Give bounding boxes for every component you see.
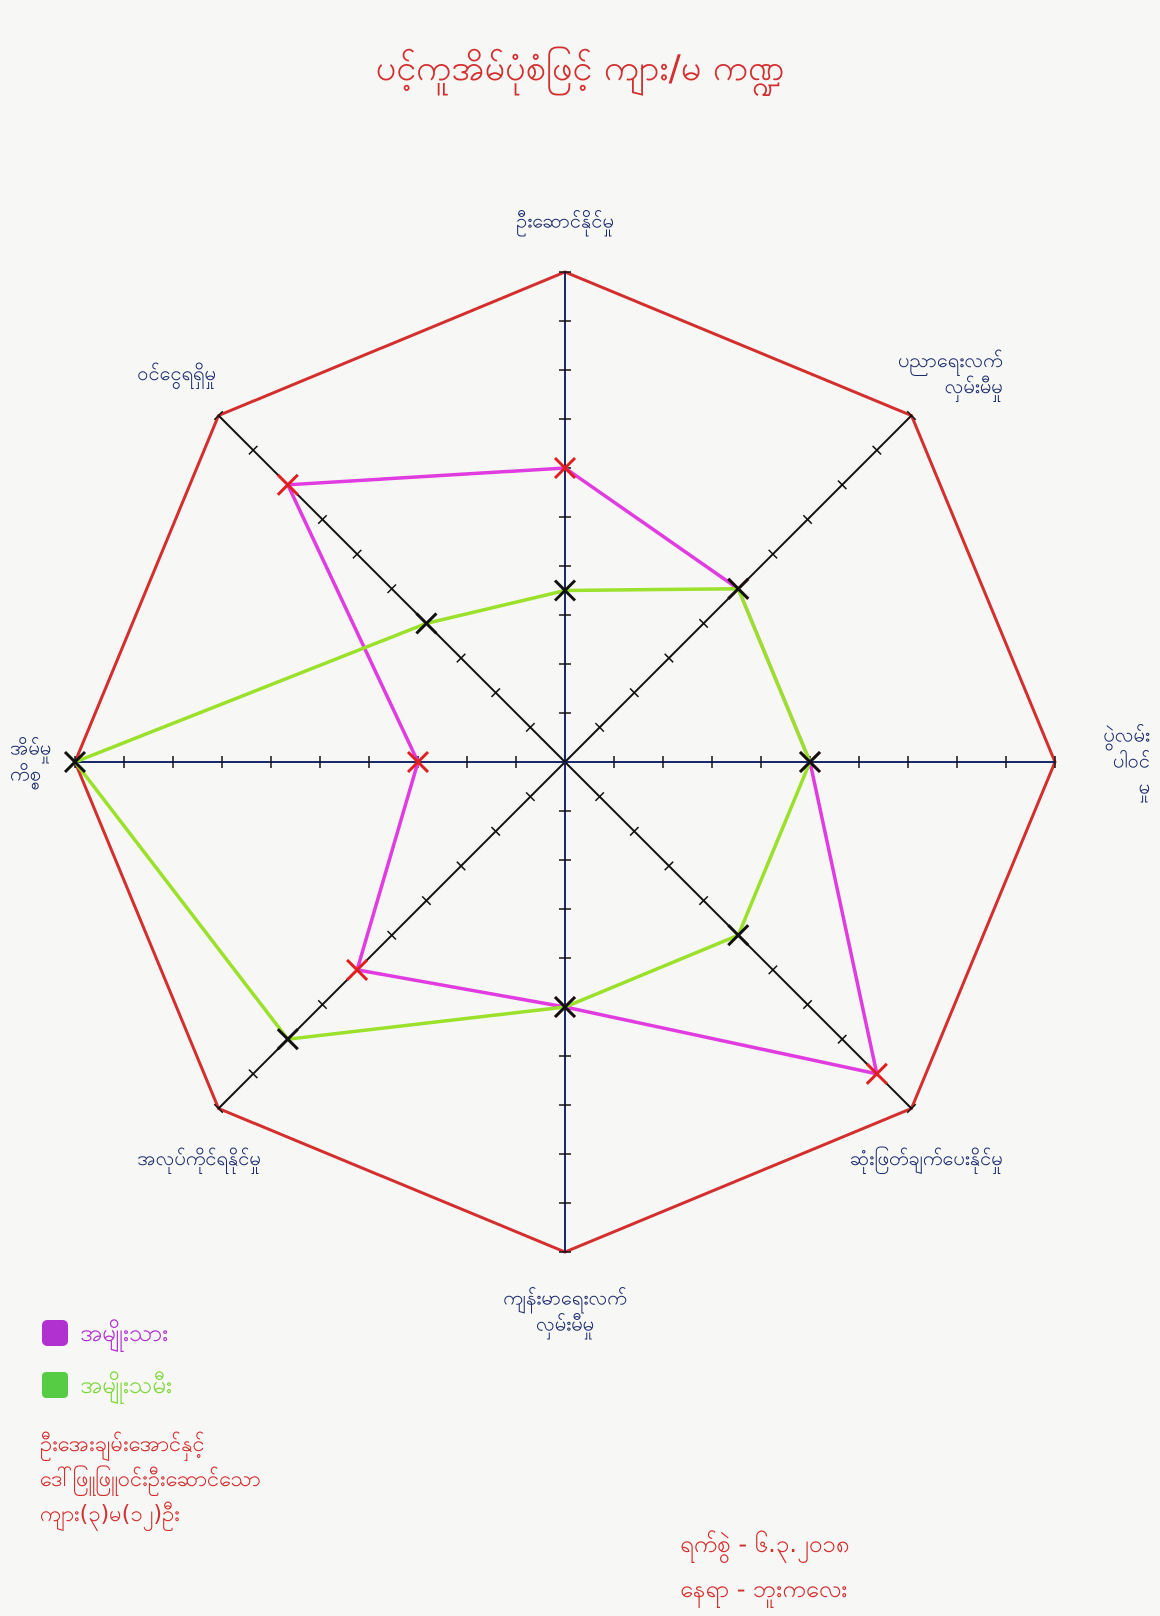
tick-mark bbox=[698, 618, 709, 629]
point-cross bbox=[865, 1062, 888, 1085]
tick-mark bbox=[248, 445, 258, 455]
tick-mark bbox=[317, 514, 328, 525]
data-point bbox=[553, 456, 577, 480]
point-cross bbox=[346, 958, 369, 981]
data-point bbox=[727, 924, 750, 947]
tick-mark bbox=[317, 999, 328, 1010]
note-line: ဒေါ်ဖြူဖြူဝင်းဦးဆောင်သော bbox=[40, 1465, 261, 1497]
tick-mark bbox=[802, 514, 813, 525]
axis-label: မှု bbox=[1139, 775, 1150, 803]
chart-title: ပင့်ကူအိမ်ပုံစံဖြင့် ကျား/မ ကဏ္ဍ bbox=[376, 47, 785, 97]
axis-label: ဝင်ငွေရရှိမှု bbox=[137, 361, 216, 389]
tick-mark bbox=[386, 930, 397, 941]
point-cross bbox=[553, 579, 577, 602]
tick-mark bbox=[768, 549, 778, 559]
note-line: ဦးအေးချမ်းအောင်နှင့် bbox=[40, 1431, 205, 1462]
tick-mark bbox=[664, 653, 674, 663]
tick-mark bbox=[213, 1103, 224, 1114]
axis-label: ကျန်းမာရေးလက် bbox=[503, 1286, 627, 1314]
tick-mark bbox=[525, 791, 536, 802]
point-cross bbox=[276, 1028, 299, 1051]
data-point bbox=[727, 577, 750, 600]
point-cross bbox=[727, 577, 750, 600]
tick-mark bbox=[629, 826, 640, 837]
tick-mark bbox=[456, 861, 466, 871]
point-cross bbox=[276, 473, 299, 496]
point-cross bbox=[798, 750, 822, 774]
data-point bbox=[553, 579, 577, 602]
place: နေရာ - ဘူးကလေး bbox=[680, 1575, 847, 1608]
tick-mark bbox=[213, 410, 224, 421]
tick-mark bbox=[594, 791, 605, 802]
axis-label: ပါဝင် bbox=[1113, 749, 1150, 773]
point-cross bbox=[553, 456, 577, 480]
data-point bbox=[415, 612, 438, 635]
tick-mark bbox=[594, 722, 605, 733]
point-cross bbox=[727, 924, 750, 947]
axis-label: အလုပ်ကိုင်ရနိုင်မှု bbox=[137, 1146, 261, 1174]
tick-mark bbox=[386, 583, 397, 594]
point-cross bbox=[63, 750, 87, 774]
data-point bbox=[276, 473, 299, 496]
axis-label: အိမ်မှု bbox=[10, 736, 51, 764]
point-cross bbox=[415, 612, 438, 635]
tick-mark bbox=[802, 999, 813, 1010]
point-cross bbox=[553, 995, 577, 1019]
axis-label: လှမ်းမီမှု bbox=[536, 1312, 594, 1340]
axis-label: ပွဲလမ်း bbox=[1103, 723, 1150, 751]
tick-mark bbox=[906, 410, 917, 421]
data-point bbox=[798, 750, 822, 774]
tick-mark bbox=[525, 722, 536, 733]
tick-mark bbox=[768, 965, 778, 975]
tick-mark bbox=[872, 445, 882, 455]
axis-label: ဦးဆောင်နိုင်မှု bbox=[516, 209, 614, 237]
data-point bbox=[406, 750, 430, 774]
axis-label: ဆုံးဖြတ်ချက်ပေးနိုင်မှု bbox=[850, 1146, 1003, 1174]
tick-mark bbox=[456, 653, 466, 663]
tick-mark bbox=[906, 1103, 917, 1114]
axis-label: ပညာရေးလက် bbox=[898, 348, 1003, 376]
tick-mark bbox=[248, 1069, 258, 1079]
tick-mark bbox=[421, 895, 432, 906]
point-cross bbox=[406, 750, 430, 774]
legend-swatch bbox=[42, 1320, 68, 1346]
tick-mark bbox=[837, 480, 847, 490]
data-point bbox=[276, 1028, 299, 1051]
tick-mark bbox=[490, 826, 501, 837]
data-point bbox=[865, 1062, 888, 1085]
axis-label: လှမ်းမီမှု bbox=[945, 374, 1003, 402]
axis-label: ကိစ္စ bbox=[10, 762, 41, 790]
data-point bbox=[346, 958, 369, 981]
tick-mark bbox=[352, 549, 362, 559]
tick-mark bbox=[490, 687, 501, 698]
note-line: ကျား(၃)မ(၁၂)ဦး bbox=[40, 1501, 180, 1531]
tick-mark bbox=[837, 1034, 847, 1044]
data-point bbox=[553, 995, 577, 1019]
data-point bbox=[63, 750, 87, 774]
tick-mark bbox=[664, 861, 674, 871]
legend-swatch bbox=[42, 1372, 68, 1398]
tick-mark bbox=[698, 895, 709, 906]
tick-mark bbox=[629, 687, 640, 698]
